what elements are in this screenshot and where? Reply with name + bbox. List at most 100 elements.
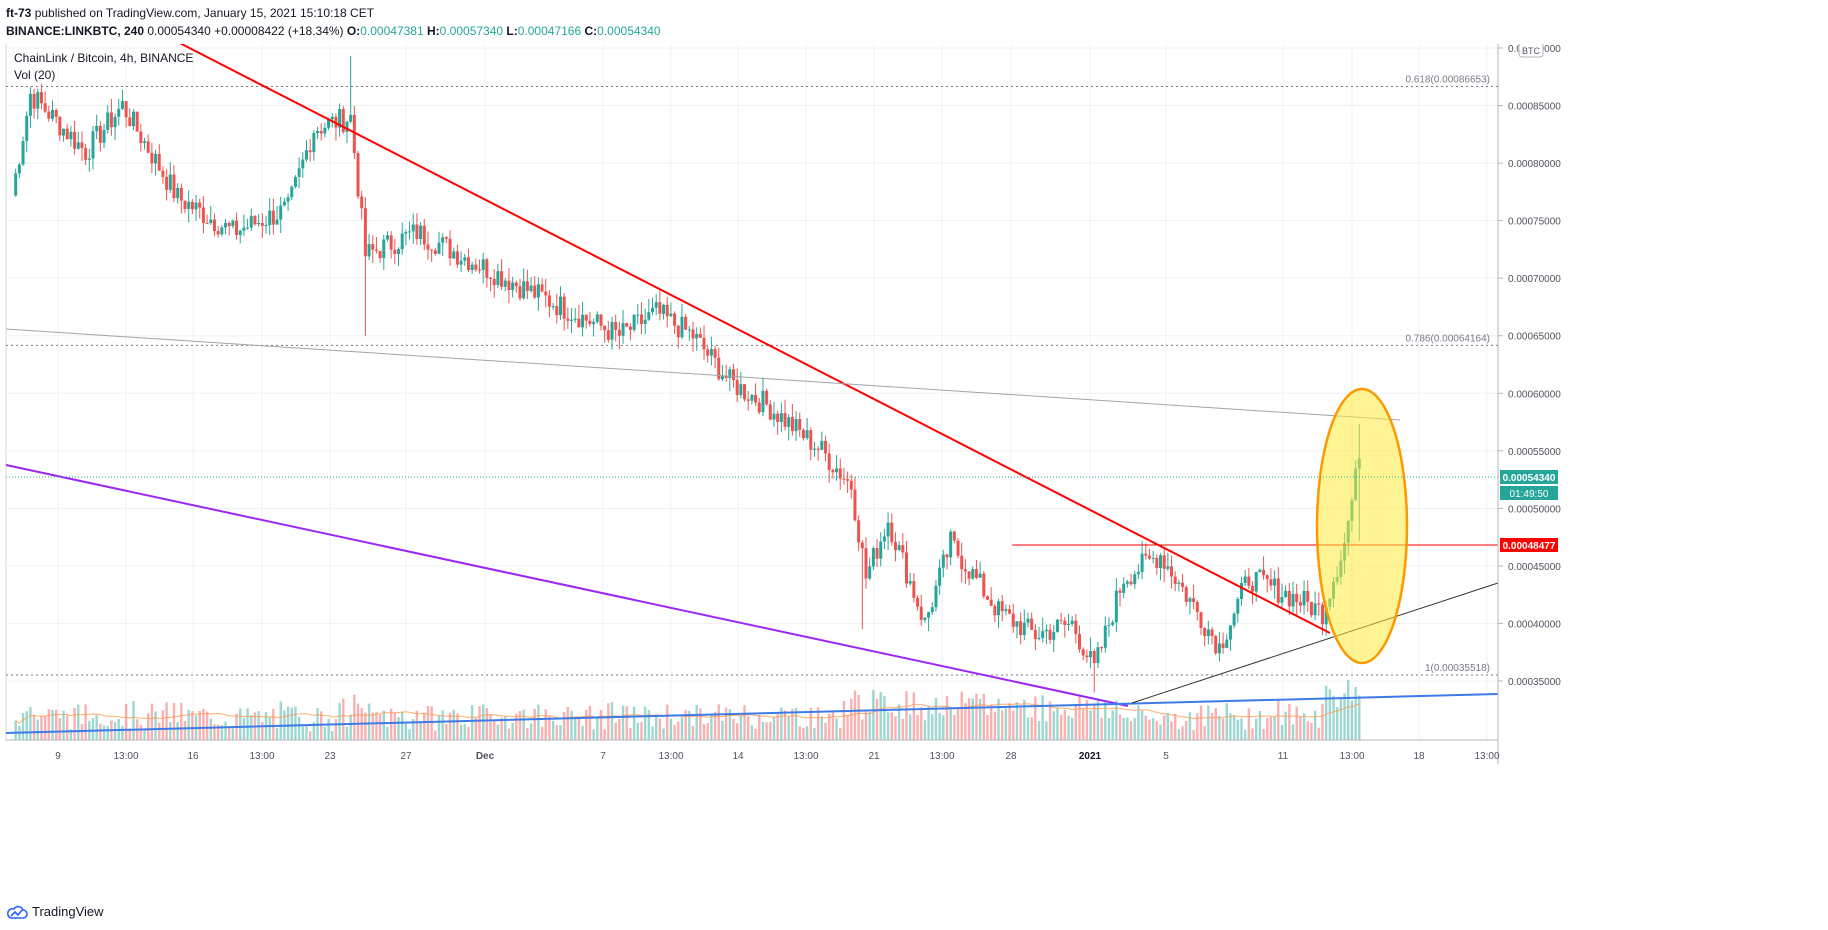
- candle-body: [669, 313, 673, 317]
- candles: [14, 56, 1361, 693]
- x-tick-label: 27: [400, 751, 412, 762]
- volume-bar: [1144, 715, 1147, 740]
- chart-title[interactable]: ChainLink / Bitcoin, 4h, BINANCE: [14, 51, 194, 65]
- candle-body: [993, 605, 997, 616]
- volume-bar: [1037, 721, 1041, 740]
- volume-bar: [636, 722, 639, 740]
- volume-bar: [297, 716, 301, 740]
- volume-bar: [559, 725, 562, 740]
- candle-body: [897, 545, 901, 551]
- volume-bar: [172, 703, 176, 740]
- candle-body: [489, 277, 493, 280]
- volume-bar: [1284, 711, 1287, 740]
- candle-body: [1004, 609, 1008, 612]
- volume-bar: [1159, 724, 1162, 740]
- volume-bar: [1310, 722, 1313, 740]
- candle-body: [463, 257, 467, 261]
- volume-bar: [1089, 710, 1092, 740]
- username[interactable]: ft-73: [6, 6, 32, 20]
- volume-bar: [908, 714, 912, 740]
- candle-body: [316, 131, 320, 134]
- volume-bar: [91, 718, 95, 740]
- last-price-tag: [1500, 470, 1558, 484]
- candle-body: [113, 116, 117, 128]
- candle-body: [1136, 572, 1140, 575]
- volume-bar: [588, 705, 592, 740]
- candle-body: [120, 101, 124, 109]
- candle-body: [1151, 557, 1155, 559]
- candle-body: [408, 231, 412, 233]
- tradingview-logo[interactable]: TradingView: [6, 904, 104, 919]
- candle-body: [1184, 587, 1188, 602]
- candle-body: [540, 284, 544, 292]
- volume-bar: [548, 716, 551, 740]
- candle-body: [257, 222, 261, 225]
- candle-body: [198, 202, 202, 208]
- price-chart[interactable]: 0.618(0.00086653) 0.786(0.00064164) 1(0.00…: [0, 44, 1828, 900]
- volume-bar: [154, 711, 157, 740]
- volume-bar: [1151, 718, 1155, 740]
- volume-bar: [820, 716, 824, 740]
- candle-body: [1166, 566, 1170, 569]
- y-tick-label: 0.00045000: [1508, 562, 1561, 573]
- volume-bar: [735, 723, 739, 740]
- volume-bar: [275, 727, 279, 740]
- candle-body: [805, 430, 809, 439]
- volume-bar: [415, 710, 419, 740]
- volume-bar: [691, 726, 695, 740]
- volume-bar: [758, 715, 761, 740]
- candle-body: [930, 607, 934, 613]
- candle-body: [621, 323, 625, 336]
- candle-body: [827, 453, 831, 470]
- candle-body: [1284, 590, 1288, 598]
- candle-body: [905, 552, 909, 584]
- candle-body: [1000, 601, 1004, 612]
- volume-bar: [216, 724, 220, 740]
- candle-body: [308, 150, 312, 153]
- candle-body: [14, 173, 18, 196]
- trendlines[interactable]: [5, 44, 1499, 734]
- volume-bar: [1074, 704, 1078, 740]
- volume-bar: [1332, 695, 1335, 740]
- volume-bar: [456, 713, 459, 740]
- candle-body: [1055, 619, 1059, 632]
- candle-body: [1100, 647, 1104, 649]
- volume-bar: [1288, 703, 1291, 740]
- volume-bar: [923, 720, 927, 740]
- candle-body: [492, 279, 496, 286]
- candle-body: [824, 440, 828, 454]
- candle-body: [997, 601, 1001, 616]
- volume-bar: [349, 714, 352, 740]
- candle-body: [860, 542, 864, 549]
- volume-bar: [721, 720, 724, 740]
- candle-body: [146, 141, 150, 153]
- candle-body: [1037, 637, 1041, 640]
- candle-body: [989, 599, 993, 606]
- candle-body: [952, 531, 956, 541]
- candle-body: [264, 225, 268, 227]
- volume-bar: [1262, 728, 1265, 740]
- candle-body: [500, 271, 504, 287]
- volume-bar: [989, 704, 993, 740]
- x-tick-label: 2021: [1079, 751, 1102, 762]
- volume-bar: [1096, 700, 1100, 740]
- volume-legend[interactable]: Vol (20): [14, 68, 56, 82]
- volume-bar: [1321, 703, 1324, 740]
- candle-body: [695, 333, 699, 339]
- candle-body: [433, 250, 437, 254]
- candle-body: [437, 242, 441, 254]
- candle-body: [831, 469, 835, 473]
- volume-bar: [1192, 730, 1195, 740]
- candle-body: [835, 468, 839, 473]
- candle-body: [592, 321, 596, 325]
- volume-bar: [1354, 687, 1357, 740]
- candle-body: [842, 478, 846, 480]
- candle-body: [201, 207, 205, 223]
- candle-body: [584, 314, 588, 321]
- candle-body: [801, 429, 805, 439]
- volume-bar: [430, 706, 433, 740]
- candle-body: [838, 468, 842, 479]
- candle-body: [890, 522, 894, 543]
- candle-body: [1052, 631, 1056, 640]
- volume-bar: [1026, 717, 1030, 740]
